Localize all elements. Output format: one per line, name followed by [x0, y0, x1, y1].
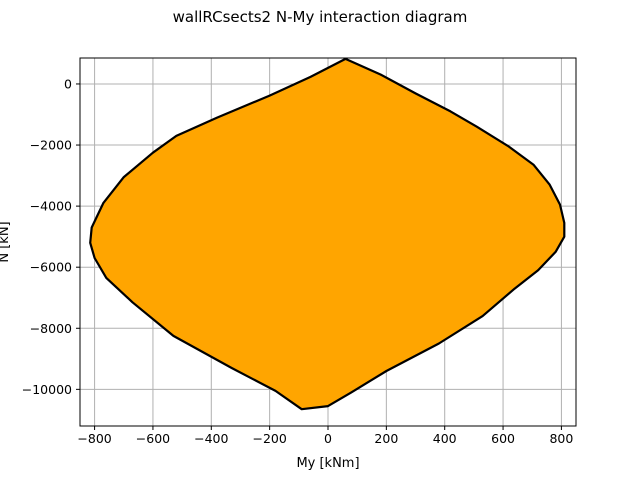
interaction-envelope [89, 57, 566, 411]
tick-layer: −800 −600 −400 −200 0 200 400 600 8000−2000−4000… [22, 76, 574, 446]
data-layer [89, 57, 566, 411]
y-tick-label: −10000 [22, 382, 72, 397]
x-tick-label: 800 [549, 431, 573, 446]
x-tick-label: −800 [77, 431, 111, 446]
x-tick-label: −600 [136, 431, 170, 446]
x-axis-label: My [kNm] [296, 456, 359, 471]
x-tick-label: 200 [374, 431, 398, 446]
y-tick-label: 0 [64, 76, 72, 91]
x-tick-label: −400 [194, 431, 228, 446]
x-tick-label: −200 [252, 431, 286, 446]
y-tick-label: −2000 [30, 138, 72, 153]
y-tick-label: −8000 [30, 321, 72, 336]
chart-title: wallRCsects2 N-My interaction diagram [173, 8, 468, 26]
y-tick-label: −6000 [30, 260, 72, 275]
y-axis-label: N [kN] [0, 221, 12, 262]
x-tick-label: 400 [433, 431, 457, 446]
x-tick-label: 0 [324, 431, 332, 446]
x-tick-label: 600 [491, 431, 515, 446]
y-tick-label: −4000 [30, 199, 72, 214]
